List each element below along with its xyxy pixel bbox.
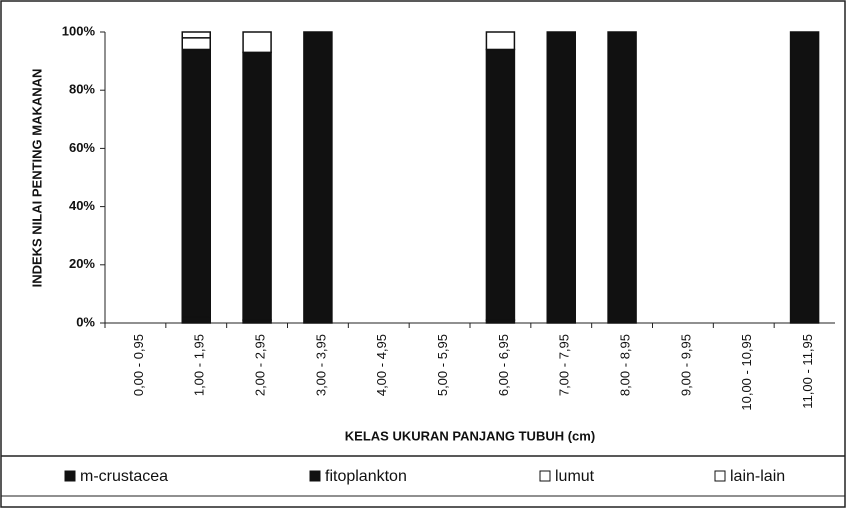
x-tick-label: 3,00 - 3,95 xyxy=(313,334,328,396)
bar-segment xyxy=(485,31,516,51)
legend-swatch xyxy=(539,470,551,482)
bar-segment xyxy=(181,48,211,318)
x-tick-label: 0,00 - 0,95 xyxy=(131,334,146,396)
bar-segment xyxy=(303,31,333,324)
legend-swatch xyxy=(714,470,726,482)
x-tick-label: 10,00 - 10,95 xyxy=(739,334,754,411)
x-tick-label: 6,00 - 6,95 xyxy=(496,334,511,396)
bar-segment xyxy=(181,37,211,51)
bar-segment xyxy=(485,48,516,321)
bar-segment xyxy=(181,316,211,324)
y-tick-label: 20% xyxy=(69,256,95,271)
bar-segment xyxy=(181,31,211,39)
legend-label: fitoplankton xyxy=(325,468,407,485)
bar-segment xyxy=(546,31,576,324)
x-tick-label: 11,00 - 11,95 xyxy=(800,334,815,409)
x-tick-label: 9,00 - 9,95 xyxy=(678,334,693,396)
x-axis-label: KELAS UKURAN PANJANG TUBUH (cm) xyxy=(345,428,595,443)
x-tick-label: 8,00 - 8,95 xyxy=(618,334,633,396)
y-tick-label: 80% xyxy=(69,82,95,97)
x-tick-label: 7,00 - 7,95 xyxy=(557,334,572,396)
y-tick-label: 60% xyxy=(69,140,95,155)
y-tick-label: 100% xyxy=(62,23,96,38)
bar-segment xyxy=(607,31,637,324)
bar-segment xyxy=(789,31,820,324)
y-tick-label: 40% xyxy=(69,198,95,213)
y-tick-label: 0% xyxy=(76,314,95,329)
bar-segment xyxy=(242,51,272,321)
legend-swatch xyxy=(309,470,321,482)
y-axis-label: INDEKS NILAI PENTING MAKANAN xyxy=(29,69,44,288)
legend-label: lain-lain xyxy=(730,468,785,485)
x-tick-label: 4,00 - 4,95 xyxy=(374,334,389,396)
x-tick-label: 2,00 - 2,95 xyxy=(253,334,268,396)
legend-label: m-crustacea xyxy=(80,468,168,485)
bar-segment xyxy=(242,31,272,54)
x-tick-label: 5,00 - 5,95 xyxy=(435,334,450,396)
x-tick-label: 1,00 - 1,95 xyxy=(192,334,207,396)
legend-label: lumut xyxy=(555,468,595,485)
legend-swatch xyxy=(64,470,76,482)
